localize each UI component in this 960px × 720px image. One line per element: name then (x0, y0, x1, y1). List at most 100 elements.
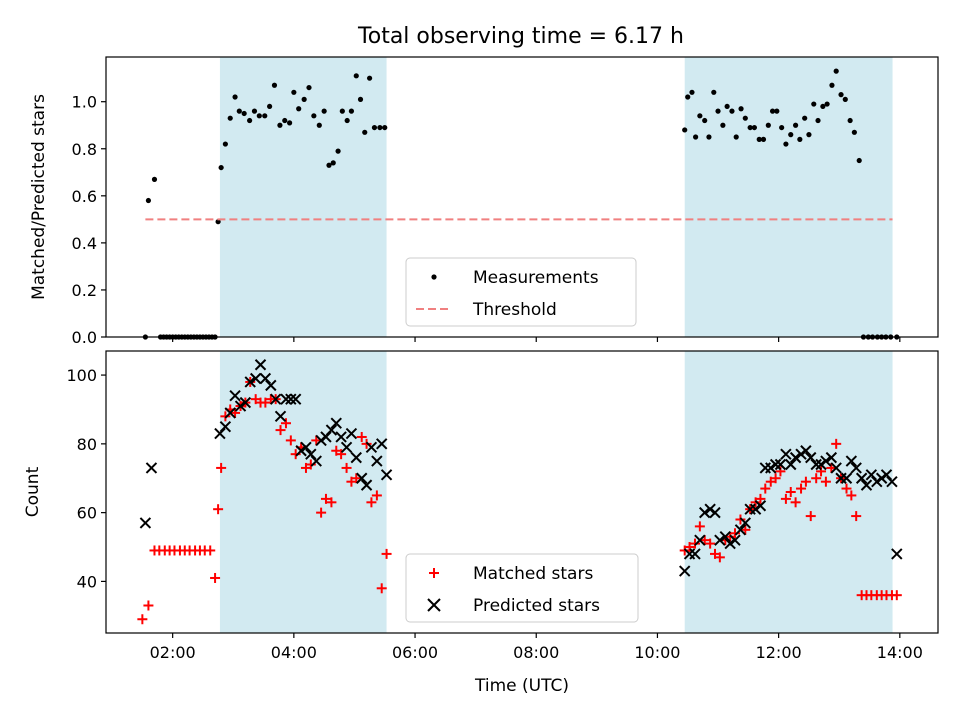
measurement-point (833, 68, 839, 74)
matched-star-point (230, 407, 241, 418)
predicted-star-point (356, 472, 368, 484)
measurement-point (742, 115, 748, 121)
matched-star-point (356, 431, 367, 442)
x-b (305, 448, 317, 460)
matched-star-point (376, 583, 387, 594)
matched-star-point (714, 552, 725, 563)
y-tick-label: 0.6 (72, 187, 97, 206)
axes-frame (105, 350, 939, 634)
x-b (709, 506, 721, 519)
x-b (880, 469, 893, 481)
matched-star-point (336, 449, 347, 460)
predicted-star-point (780, 448, 792, 460)
legend-label: Matched stars (473, 564, 593, 584)
measurement-point (847, 117, 853, 124)
predicted-star-point (789, 451, 802, 464)
predicted-star-point (365, 441, 378, 453)
x-b (239, 396, 252, 409)
bottom-panel: 40 60 80 100 02:00 04:00 06:00 08:00 10:00 12:00 1… (23, 350, 939, 696)
measurement-point (306, 84, 312, 91)
x-b (754, 500, 767, 512)
predicted-star-point (754, 500, 767, 512)
matched-star-point (760, 483, 771, 494)
matched-star-point (371, 490, 382, 501)
predicted-star-point (800, 445, 812, 457)
predicted-star-point (376, 438, 388, 450)
x-b (214, 427, 226, 440)
matched-star-point (341, 462, 352, 473)
measurement-point (267, 103, 273, 110)
x-b (850, 462, 862, 474)
measurement-point (344, 117, 350, 124)
measurement-point (756, 136, 762, 142)
x-b (345, 427, 358, 440)
x-b (891, 548, 903, 560)
x-b (380, 469, 393, 481)
measurement-point (282, 117, 288, 124)
measurement-point (256, 113, 262, 119)
measurement-point (151, 176, 158, 182)
measurement-point (251, 108, 258, 114)
measurement-point (779, 124, 785, 131)
predicted-star-point (330, 417, 342, 429)
x-b (780, 448, 792, 460)
predicted-star-point (734, 524, 747, 536)
predicted-star-point (689, 548, 701, 560)
matched-star-point (320, 493, 331, 504)
x-b (280, 393, 292, 405)
measurement-point (806, 132, 812, 138)
axes-frame (105, 56, 939, 338)
figure-title: Total observing time = 6.17 h (357, 24, 684, 49)
x-b (865, 469, 878, 481)
predicted-star-point (891, 548, 903, 560)
measurement-point (218, 164, 224, 171)
predicted-star-point (224, 407, 236, 419)
predicted-star-point (865, 469, 878, 481)
x-tick-label: 12:00 (756, 643, 802, 662)
x-b (249, 372, 262, 385)
measurement-point (215, 219, 221, 225)
x-b (371, 455, 383, 467)
x-b (698, 506, 711, 519)
measurement-point (362, 129, 368, 135)
predicted-star-point (380, 469, 393, 481)
predicted-star-point (335, 431, 347, 443)
y-tick-label: 0.0 (72, 328, 97, 347)
measurement-point (296, 106, 302, 112)
matched-star-point (846, 490, 857, 501)
matched-star-point (796, 483, 807, 494)
matched-star-point (351, 473, 362, 484)
measurement-point (316, 122, 322, 128)
predicted-star-point (254, 359, 267, 371)
predicted-star-point (698, 506, 711, 519)
measurement-point (262, 113, 268, 119)
x-b (694, 534, 706, 546)
x-b (340, 441, 353, 453)
x-b (254, 359, 267, 371)
observing-window-shade (684, 57, 893, 337)
x-b (300, 441, 312, 453)
measurement-point (682, 127, 688, 133)
x-b (335, 431, 347, 443)
predicted-star-point (345, 427, 358, 440)
predicted-star-point (305, 448, 317, 460)
predicted-star-point (274, 410, 287, 423)
y-tick-label: 0.4 (72, 234, 97, 253)
x-tick-label: 10:00 (634, 643, 680, 662)
measurement-point (783, 141, 789, 147)
legend: Matched stars Predicted stars (405, 553, 639, 623)
legend-box (405, 257, 637, 327)
matched-star-point (316, 507, 327, 518)
y-tick-label: 0.2 (72, 281, 97, 300)
x-b (356, 472, 368, 484)
x-b (310, 455, 322, 467)
matched-star-point (381, 548, 392, 559)
observing-window-shade (219, 57, 387, 337)
predicted-star-point (325, 424, 338, 436)
measurement-point (287, 120, 293, 126)
y-axis-label: Matched/Predicted stars (29, 94, 49, 300)
matched-star-point (699, 535, 710, 546)
predicted-star-point (820, 455, 832, 467)
x-b (860, 479, 873, 491)
measurement-point (377, 124, 383, 131)
